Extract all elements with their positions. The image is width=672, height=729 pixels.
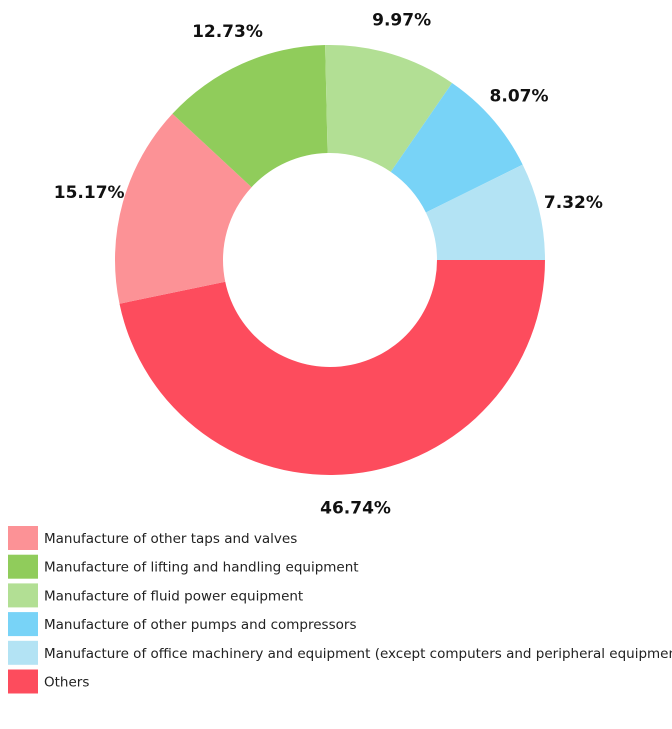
legend-swatch [8,583,38,608]
slice [325,45,453,172]
legend-swatch [8,526,38,550]
value-label: 7.32% [544,193,603,213]
legend-swatch [8,554,38,579]
legend-label: Others [44,675,89,691]
slice [119,260,545,476]
slice [425,164,545,260]
legend-swatch [8,669,38,694]
value-label: 12.73% [192,22,263,42]
value-label: 15.17% [54,183,125,203]
legend-label: Manufacture of other pumps and compresso… [44,617,356,633]
legend-label: Manufacture of office machinery and equi… [44,646,672,662]
legend-label: Manufacture of other taps and valves [44,531,297,547]
legend-swatch [8,640,38,665]
value-label: 9.97% [372,10,431,30]
value-label: 8.07% [490,86,549,106]
slice [390,83,523,213]
slice [115,113,252,304]
legend-label: Manufacture of lifting and handling equi… [44,560,359,576]
slice [172,45,328,188]
legend-swatch [8,612,38,637]
legend-label: Manufacture of fluid power equipment [44,588,303,604]
value-label: 46.74% [320,499,391,519]
